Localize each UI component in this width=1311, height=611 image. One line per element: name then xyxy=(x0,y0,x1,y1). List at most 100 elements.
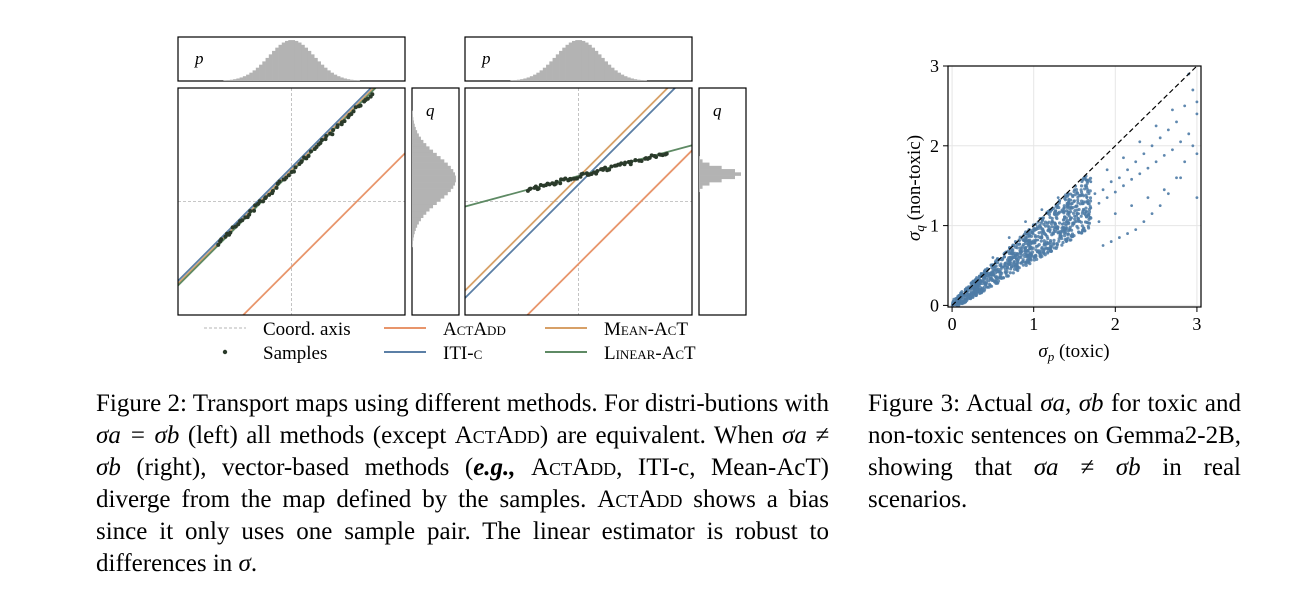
histogram-bar xyxy=(412,165,451,170)
scatter-point xyxy=(1056,225,1060,229)
histogram-bar xyxy=(640,80,644,81)
histogram-bar xyxy=(330,72,334,81)
fig2-left-top-histogram xyxy=(223,40,360,81)
histogram-bar xyxy=(412,201,437,206)
histogram-bar xyxy=(268,54,273,81)
histogram-bar xyxy=(636,79,641,81)
caption-text: ) are equivalent. When xyxy=(539,422,783,449)
scatter-point xyxy=(1085,220,1089,225)
histogram-bar xyxy=(265,57,270,81)
scatter-point xyxy=(1043,220,1048,224)
scatter-point xyxy=(1012,267,1017,271)
histogram-bar xyxy=(699,169,735,173)
histogram-bar xyxy=(584,42,589,81)
scatter-point xyxy=(1049,221,1054,226)
scatter-point xyxy=(979,271,983,276)
scatter-point xyxy=(1057,210,1062,214)
scatter-point xyxy=(1080,179,1084,184)
scatter-point xyxy=(1097,220,1101,224)
histogram-bar xyxy=(526,77,531,81)
scatter-point xyxy=(1046,250,1050,254)
scatter-point xyxy=(1062,204,1066,208)
sample-point xyxy=(351,109,356,114)
histogram-bar xyxy=(304,47,309,81)
caption-text: in real scenarios. xyxy=(868,454,1241,513)
scatter-point xyxy=(1073,214,1076,218)
scatter-point xyxy=(1047,220,1051,224)
scatter-point xyxy=(1038,252,1042,256)
histogram-bar xyxy=(555,54,560,81)
histogram-bar xyxy=(412,126,416,131)
histogram-bar xyxy=(412,204,434,209)
scatter-point xyxy=(963,300,968,304)
histogram-bar xyxy=(412,191,448,196)
sample-point xyxy=(318,141,323,146)
caption-text: shows a bias since it only uses one samp… xyxy=(96,486,829,577)
scatter-point xyxy=(1064,220,1068,224)
scatter-point xyxy=(977,274,981,279)
histogram-bar xyxy=(412,172,456,176)
scatter-point xyxy=(993,280,998,284)
fig2-right-main-plot xyxy=(465,88,692,315)
scatter-point xyxy=(1105,196,1109,200)
sample-point xyxy=(291,169,296,174)
scatter-point xyxy=(1042,239,1046,243)
scatter-point xyxy=(1057,239,1061,243)
sample-point xyxy=(270,189,275,194)
scatter-point xyxy=(1070,234,1074,238)
sample-point xyxy=(252,208,257,213)
sample-point xyxy=(323,137,328,142)
histogram-bar xyxy=(317,61,321,81)
scatter-point xyxy=(1130,204,1134,208)
scatter-point xyxy=(1084,184,1088,188)
scatter-point xyxy=(1060,222,1064,226)
sample-point xyxy=(633,158,638,163)
scatter-point xyxy=(967,289,970,293)
x-tick-label: 2 xyxy=(1111,314,1120,334)
fig3-ticks: 0 1 2 3 0 1 2 3 xyxy=(930,56,1201,334)
sample-point xyxy=(223,234,228,239)
scatter-point xyxy=(982,285,987,289)
histogram-bar xyxy=(239,77,244,81)
scatter-point xyxy=(966,287,970,291)
histogram-bar xyxy=(591,47,596,81)
histogram-bar xyxy=(412,149,434,154)
scatter-point xyxy=(1117,236,1121,239)
caption-math: σ xyxy=(238,550,251,577)
scatter-point xyxy=(1024,237,1028,241)
scatter-point xyxy=(1069,217,1072,221)
sample-point xyxy=(536,186,541,191)
histogram-bar xyxy=(412,156,441,160)
histogram-bar xyxy=(242,76,247,81)
scatter-point xyxy=(993,265,997,269)
scatter-point xyxy=(1040,208,1044,212)
scatter-point xyxy=(1046,242,1050,246)
histogram-bar xyxy=(536,72,540,81)
sample-point xyxy=(240,218,245,223)
scatter-point xyxy=(1062,226,1066,230)
scatter-point xyxy=(1067,197,1071,202)
legend-swatch-samples xyxy=(222,349,228,355)
histogram-bar xyxy=(412,237,414,241)
scatter-point xyxy=(1089,206,1093,210)
scatter-point xyxy=(1146,166,1150,170)
histogram-bar xyxy=(323,67,328,81)
sample-point xyxy=(575,176,580,181)
scatter-point xyxy=(1066,202,1070,207)
scatter-point xyxy=(1010,250,1014,254)
scatter-point xyxy=(1036,238,1040,242)
fig2-right-side-hist-frame xyxy=(698,87,747,316)
scatter-point xyxy=(1122,184,1125,188)
scatter-point xyxy=(1067,221,1071,226)
scatter-point xyxy=(1075,204,1079,208)
histogram-bar xyxy=(699,185,703,189)
scatter-point xyxy=(1179,140,1182,144)
histogram-bar xyxy=(546,64,550,81)
x-tick-label: 3 xyxy=(1192,314,1201,334)
histogram-bar xyxy=(699,159,703,163)
scatter-point xyxy=(1069,202,1073,206)
histogram-bar xyxy=(412,133,419,137)
histogram-bar xyxy=(285,40,289,81)
scatter-point xyxy=(1077,212,1080,216)
